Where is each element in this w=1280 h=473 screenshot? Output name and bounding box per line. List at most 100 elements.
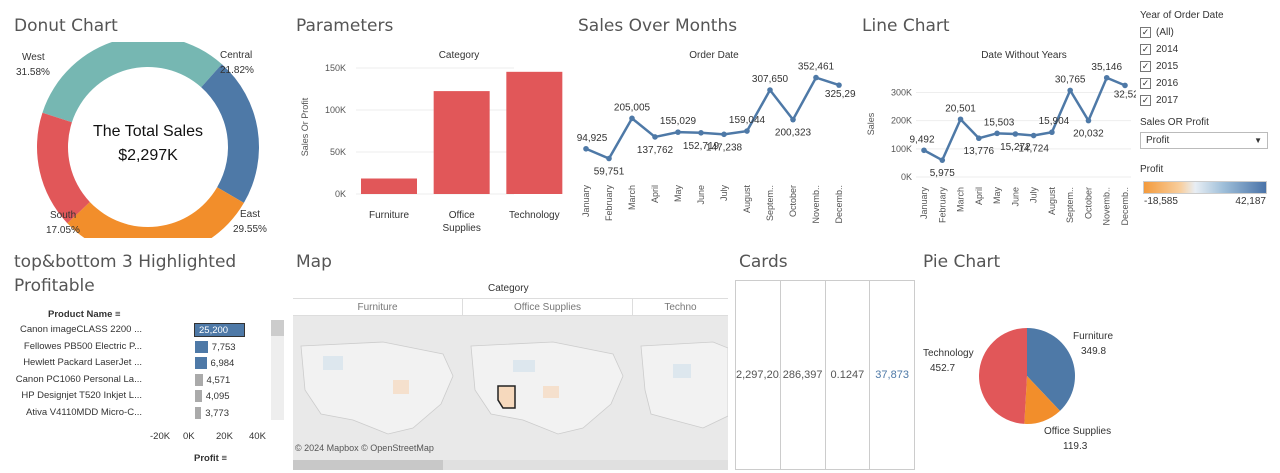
- map-scrollbar-thumb[interactable]: [293, 460, 443, 470]
- checkbox[interactable]: ✓: [1140, 61, 1151, 72]
- table-row[interactable]: Ativa V4110MDD Micro-C... 3,773: [0, 405, 290, 421]
- year-option-2017[interactable]: ✓ 2017: [1140, 92, 1275, 109]
- scrollbar-thumb[interactable]: [271, 320, 284, 336]
- map-title: Map: [296, 252, 332, 272]
- donut-slice-central[interactable]: [201, 64, 259, 203]
- table-row[interactable]: Fellowes PB500 Electric P... 7,753: [0, 339, 290, 355]
- line-point[interactable]: [1030, 132, 1037, 139]
- line-xlabel: March: [956, 187, 966, 212]
- profit-bar[interactable]: [195, 406, 202, 419]
- table-row[interactable]: Canon PC1060 Personal La... 4,571: [0, 372, 290, 388]
- map-horizontal-scrollbar[interactable]: [293, 460, 728, 470]
- line-point[interactable]: [976, 135, 982, 142]
- checkbox[interactable]: ✓: [1140, 44, 1151, 55]
- checkbox[interactable]: ✓: [1140, 95, 1151, 106]
- line-point[interactable]: [1085, 117, 1092, 124]
- year-option-all[interactable]: ✓ (All): [1140, 24, 1275, 41]
- sales-profit-dropdown[interactable]: Profit ▼: [1140, 132, 1268, 149]
- line-point[interactable]: [994, 130, 1000, 137]
- line-point[interactable]: [790, 116, 796, 123]
- line-point[interactable]: [1012, 131, 1019, 137]
- line-point[interactable]: [836, 82, 842, 88]
- checkbox[interactable]: ✓: [1140, 78, 1151, 89]
- topbottom-chart[interactable]: Product Name ≡ Canon imageCLASS 2200 ...…: [0, 306, 295, 473]
- profit-value: 7,753: [211, 341, 236, 353]
- line-point[interactable]: [606, 155, 612, 162]
- line-series[interactable]: [923, 76, 1126, 162]
- pie-slice-furniture[interactable]: [1027, 328, 1075, 411]
- line-data-label: 5,975: [930, 168, 955, 179]
- card-profit-ratio: 0.1247: [826, 281, 871, 469]
- bar-office-supplies[interactable]: [433, 91, 490, 194]
- bar-chart-title: Category: [439, 50, 480, 61]
- line-point[interactable]: [1122, 82, 1128, 89]
- map-attribution: © 2024 Mapbox © OpenStreetMap: [295, 443, 434, 453]
- line-point[interactable]: [698, 130, 704, 136]
- sort-icon[interactable]: ≡: [115, 309, 121, 320]
- line-data-label: 15,272: [1000, 142, 1031, 153]
- line-point[interactable]: [957, 116, 964, 123]
- topbottom-title-line2: Profitable: [14, 276, 95, 296]
- profit-bar[interactable]: [195, 390, 202, 402]
- profit-axis-label[interactable]: Profit ≡: [194, 453, 227, 464]
- product-name-header[interactable]: Product Name ≡: [48, 309, 121, 320]
- line-point[interactable]: [744, 128, 750, 134]
- checkbox[interactable]: ✓: [1140, 27, 1151, 38]
- pie-slice-office-supplies[interactable]: [1024, 376, 1060, 424]
- line-point[interactable]: [921, 147, 927, 154]
- donut-slice-east[interactable]: [67, 187, 244, 238]
- year-option-2016[interactable]: ✓ 2016: [1140, 75, 1275, 92]
- profit-bar[interactable]: [194, 323, 245, 337]
- line-point[interactable]: [583, 145, 589, 152]
- bar-furniture[interactable]: [361, 178, 417, 194]
- donut-label-east: East: [240, 209, 260, 220]
- donut-slice-west[interactable]: [42, 42, 222, 123]
- profit-bar[interactable]: [195, 357, 207, 369]
- line-data-label: 20,501: [945, 103, 976, 114]
- line-point[interactable]: [629, 115, 635, 122]
- profit-axis-tick: -20K: [150, 431, 171, 442]
- line-point[interactable]: [767, 87, 773, 93]
- product-name: Hewlett Packard LaserJet ...: [23, 357, 142, 368]
- pie-chart[interactable]: Technology 452.7 Furniture 349.8 Office …: [918, 280, 1138, 470]
- line-ytick: 0K: [901, 172, 912, 182]
- line-point[interactable]: [1049, 129, 1055, 136]
- donut-slice-south[interactable]: [37, 112, 90, 224]
- line-point[interactable]: [652, 134, 658, 140]
- year-option-2015[interactable]: ✓ 2015: [1140, 58, 1275, 75]
- year-option-2014[interactable]: ✓ 2014: [1140, 41, 1275, 58]
- sort-icon[interactable]: ≡: [221, 453, 227, 464]
- profit-value: 3,773: [205, 407, 229, 419]
- sales-months-title: Sales Over Months: [578, 16, 738, 36]
- table-row[interactable]: Hewlett Packard LaserJet ... 6,984: [0, 355, 290, 371]
- donut-chart[interactable]: The Total Sales $2,297K West 31.58% Cent…: [0, 42, 280, 238]
- table-row[interactable]: Canon imageCLASS 2200 ... 25,200: [0, 322, 290, 338]
- line-data-label: 147,238: [706, 142, 743, 153]
- line-xlabel: June: [696, 185, 706, 205]
- line-point[interactable]: [1103, 74, 1110, 81]
- line-point[interactable]: [721, 131, 727, 138]
- line-xlabel: February: [937, 187, 947, 224]
- bar-technology[interactable]: [506, 71, 563, 194]
- category-bar-chart[interactable]: Category Sales Or Profit 0K 50K 100K 150K F…: [296, 42, 576, 238]
- map-category-header: Category: [488, 283, 529, 294]
- map-panel[interactable]: Category Furniture Office Supplies Techn…: [293, 280, 728, 470]
- table-row[interactable]: HP Designjet T520 Inkjet L... 4,095: [0, 388, 290, 404]
- line-point[interactable]: [813, 74, 819, 81]
- pie-chart-title: Pie Chart: [923, 252, 1001, 272]
- line-chart[interactable]: Date Without Years Sales 0K 100K 200K 300K 9…: [858, 42, 1136, 238]
- line-point[interactable]: [939, 157, 946, 163]
- scrollbar[interactable]: [271, 320, 284, 420]
- map-col-furniture: Furniture: [293, 299, 463, 315]
- profit-bar[interactable]: [195, 340, 208, 353]
- year-filter-title: Year of Order Date: [1140, 10, 1224, 21]
- line-xlabel: May: [673, 185, 683, 203]
- line-point[interactable]: [1067, 87, 1073, 94]
- pie-slice-technology[interactable]: [978, 328, 1027, 424]
- profit-bar[interactable]: [195, 373, 203, 386]
- map-background[interactable]: [293, 316, 728, 460]
- line-data-label: 205,005: [614, 102, 651, 113]
- line-point[interactable]: [675, 129, 681, 135]
- line-series[interactable]: [585, 76, 840, 161]
